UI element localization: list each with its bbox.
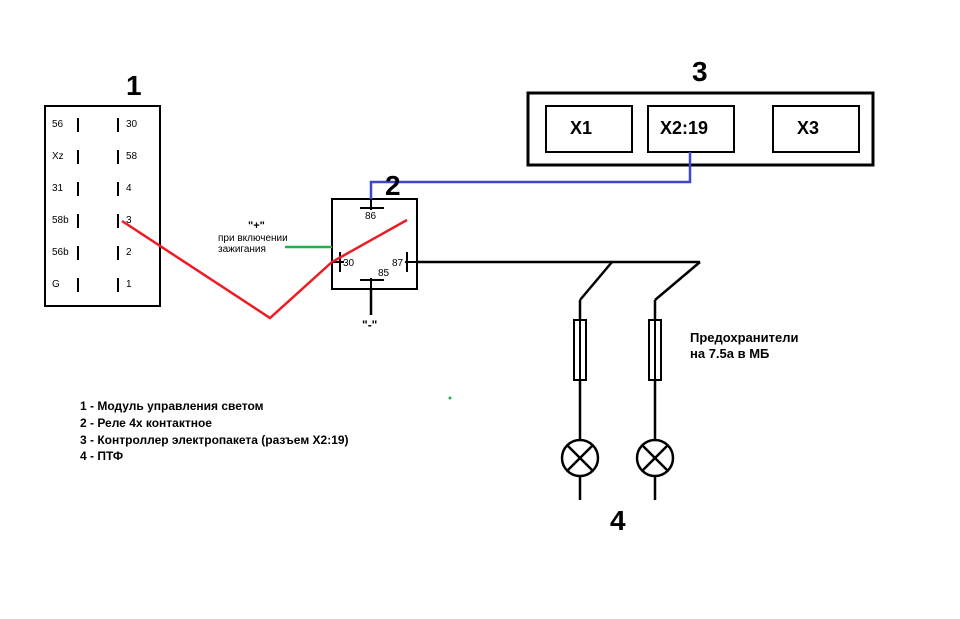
annot-line2: зажигания — [218, 244, 266, 255]
module1-pins — [78, 118, 118, 292]
legend-4: 4 - ПТФ — [80, 448, 349, 465]
lamp-2 — [637, 420, 673, 500]
pin-58b: 58b — [52, 215, 69, 226]
slot-x3-label: X3 — [797, 118, 819, 139]
stray-dot — [449, 397, 452, 400]
pin-g: G — [52, 279, 60, 290]
annot-line1: при включении — [218, 233, 288, 244]
relay-pin-85: 85 — [378, 268, 389, 279]
wire-blue — [371, 152, 690, 199]
label-3: 3 — [692, 56, 708, 88]
pin-31: 31 — [52, 183, 63, 194]
relay-pin-86: 86 — [365, 211, 376, 222]
annot-minus: "-" — [362, 318, 377, 332]
pin-58: 58 — [126, 151, 137, 162]
legend: 1 - Модуль управления светом 2 - Реле 4х… — [80, 398, 349, 465]
pin-56b: 56b — [52, 247, 69, 258]
legend-3: 3 - Контроллер электропакета (разъем X2:… — [80, 432, 349, 449]
fuse-2 — [649, 300, 661, 420]
legend-1: 1 - Модуль управления светом — [80, 398, 349, 415]
pin-2: 2 — [126, 247, 132, 258]
lamp-1 — [562, 420, 598, 500]
legend-2: 2 - Реле 4х контактное — [80, 415, 349, 432]
label-4: 4 — [610, 505, 626, 537]
label-1: 1 — [126, 70, 142, 102]
slot-x2-label: X2:19 — [660, 118, 708, 139]
module1-box — [45, 106, 160, 306]
diagram-svg — [0, 0, 960, 619]
pin-4: 4 — [126, 183, 132, 194]
pin-3: 3 — [126, 215, 132, 226]
label-2: 2 — [385, 170, 401, 202]
fuse-1 — [574, 300, 586, 420]
wiring-diagram: 1 2 3 4 56 Xz 31 58b 56b G 30 58 4 3 2 1… — [0, 0, 960, 619]
pin-30m: 30 — [126, 119, 137, 130]
fuse-label-1: Предохранители — [690, 330, 798, 345]
slot-x1-label: X1 — [570, 118, 592, 139]
relay-pin-30: 30 — [343, 258, 354, 269]
pin-1: 1 — [126, 279, 132, 290]
fuse-label-2: на 7.5а в МБ — [690, 346, 769, 361]
relay-pin-87: 87 — [392, 258, 403, 269]
pin-xz: Xz — [52, 151, 64, 162]
pin-56: 56 — [52, 119, 63, 130]
annot-plus: "+" — [248, 220, 265, 232]
